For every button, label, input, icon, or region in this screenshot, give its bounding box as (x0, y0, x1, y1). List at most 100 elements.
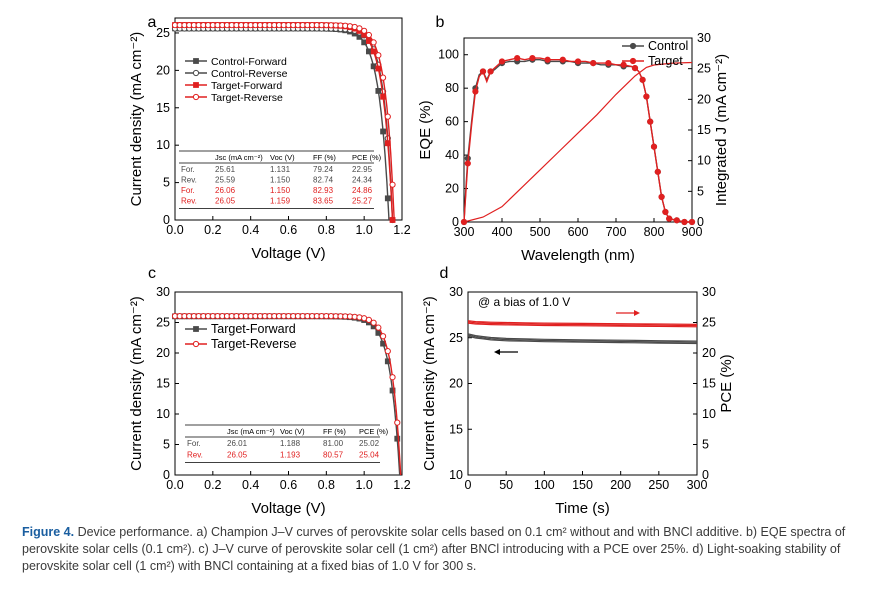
y2-axis-title: PCE (%) (718, 354, 735, 412)
x-tick-label: 0.4 (242, 478, 259, 492)
data-point (384, 348, 391, 355)
y2-tick-label: 15 (702, 377, 716, 391)
x-tick-label: 0.8 (318, 223, 335, 237)
panel-label-b: b (436, 14, 445, 31)
x-tick-label: 300 (687, 478, 708, 492)
data-point (590, 59, 597, 67)
legend-label: Target-Reverse (211, 92, 283, 104)
data-point (688, 218, 696, 226)
y-tick-label: 40 (445, 148, 459, 162)
panel-label-a: a (148, 14, 157, 31)
data-point (605, 59, 612, 67)
data-point (356, 25, 363, 32)
data-point (394, 419, 401, 426)
y-tick-label: 5 (163, 438, 170, 452)
table-cell: 24.86 (352, 186, 373, 195)
data-point (380, 93, 386, 100)
data-point (370, 48, 377, 55)
data-point (394, 435, 401, 442)
data-point (514, 54, 521, 62)
y-tick-label: 0 (163, 213, 170, 227)
x-axis-title: Time (s) (555, 500, 609, 517)
x-tick-label: 800 (644, 225, 665, 239)
data-point (479, 68, 487, 75)
y-tick-label: 5 (163, 176, 170, 190)
data-point (384, 113, 391, 120)
caption-label: Figure 4. (22, 525, 75, 539)
table-cell: Rev. (181, 176, 197, 185)
table-cell: 1.159 (270, 197, 291, 206)
y-tick-label: 20 (156, 63, 170, 77)
arrow-right-head-icon (634, 310, 640, 316)
table-header: FF (%) (323, 427, 346, 436)
legend-label: Target (648, 54, 683, 68)
series-line-pce (467, 321, 698, 327)
x-tick-label: 1.2 (393, 478, 410, 492)
x-tick-label: 0.8 (318, 478, 335, 492)
table-cell: 1.188 (280, 439, 301, 448)
y2-tick-label: 5 (697, 184, 704, 198)
table-cell: Rev. (187, 451, 203, 460)
legend-label: Target-Forward (211, 80, 282, 92)
data-point (389, 387, 396, 394)
data-point (529, 54, 536, 62)
table-header: Voc (V) (280, 427, 305, 436)
y2-tick-label: 10 (697, 154, 711, 168)
legend-marker (629, 42, 637, 50)
table-cell: 82.74 (313, 176, 334, 185)
x-tick-label: 0.6 (280, 223, 297, 237)
legend-marker (192, 93, 200, 101)
caption-text: Device performance. a) Champion J–V curv… (22, 525, 846, 573)
x-axis-title: Voltage (V) (251, 500, 325, 517)
x-tick-label: 1.2 (393, 223, 410, 237)
x-tick-label: 700 (606, 225, 627, 239)
data-point (662, 208, 669, 216)
y2-tick-label: 10 (702, 407, 716, 421)
y-tick-label: 25 (156, 26, 170, 40)
x-tick-label: 400 (492, 225, 513, 239)
y2-tick-label: 0 (697, 215, 704, 229)
data-point (384, 195, 391, 202)
data-point (673, 217, 680, 224)
table-header: FF (%) (313, 153, 336, 162)
data-point (375, 324, 382, 331)
x-tick-label: 0.0 (166, 223, 183, 237)
y-tick-label: 100 (438, 48, 459, 62)
series-line-integrated-j (463, 61, 693, 223)
y2-tick-label: 0 (702, 468, 709, 482)
y-tick-label: 60 (445, 115, 459, 129)
y-axis-title: Current density (mA cm⁻²) (128, 296, 145, 471)
legend-marker (192, 340, 200, 348)
table-cell: 25.61 (215, 165, 236, 174)
data-point (658, 193, 665, 201)
data-point (559, 56, 566, 63)
data-point (365, 316, 372, 323)
data-point (472, 88, 479, 95)
table-cell: 83.65 (313, 197, 334, 206)
data-point (498, 58, 506, 65)
data-point (365, 31, 372, 39)
legend-label: Target-Reverse (211, 337, 296, 351)
panel-label-c: c (148, 265, 156, 282)
y-tick-label: 20 (445, 182, 459, 196)
data-point (375, 52, 382, 59)
legend-label: Control-Reverse (211, 68, 288, 80)
x-tick-label: 500 (530, 225, 551, 239)
x-tick-label: 0.6 (280, 478, 297, 492)
series-line-eqe-control (463, 59, 692, 223)
data-point (650, 143, 658, 150)
x-tick-label: 200 (610, 478, 631, 492)
data-point (380, 128, 386, 135)
y2-tick-label: 30 (702, 285, 716, 299)
data-point (631, 65, 639, 72)
x-axis-title: Wavelength (nm) (521, 247, 635, 264)
table-cell: 26.05 (215, 197, 236, 206)
x-tick-label: 150 (572, 478, 593, 492)
legend-label: Target-Forward (211, 322, 296, 336)
table-header: PCE (%) (352, 153, 382, 162)
data-point (370, 319, 377, 326)
x-axis-title: Voltage (V) (251, 245, 325, 262)
x-tick-label: 1.0 (355, 478, 372, 492)
y-tick-label: 10 (156, 138, 170, 152)
table-cell: 1.131 (270, 165, 291, 174)
